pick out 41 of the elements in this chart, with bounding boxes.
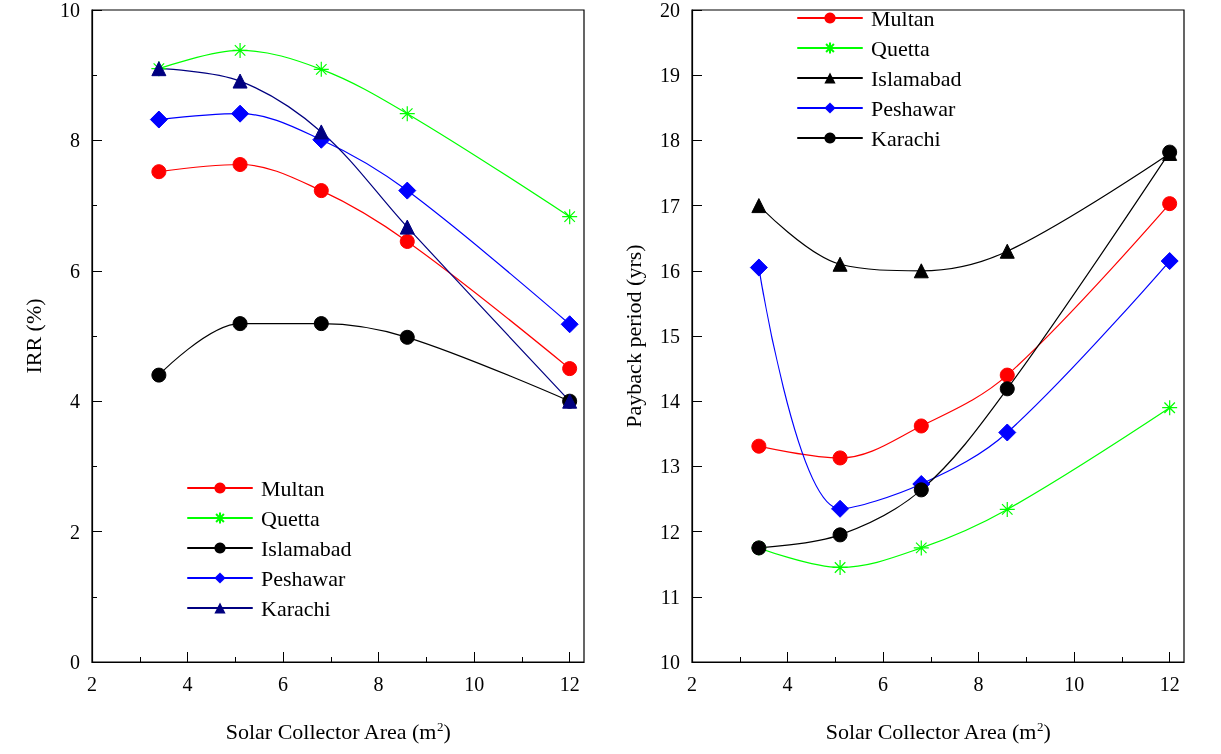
y-tick-label: 18 xyxy=(660,129,680,152)
legend-label: Islamabad xyxy=(261,535,352,561)
x-tick-label: 2 xyxy=(687,673,697,695)
y-axis-title: Payback period (yrs) xyxy=(620,244,646,428)
y-tick-label: 19 xyxy=(660,64,680,87)
x-tick-label: 6 xyxy=(278,673,289,695)
legend-label: Multan xyxy=(261,475,325,501)
y-tick-label: 20 xyxy=(660,0,680,21)
x-tick-label: 4 xyxy=(182,673,193,695)
y-tick-label: 4 xyxy=(70,390,80,413)
y-tick-label: 10 xyxy=(60,0,80,21)
x-tick-label: 8 xyxy=(373,673,384,695)
y-tick-label: 13 xyxy=(660,455,680,478)
x-tick-label: 8 xyxy=(973,673,984,695)
x-tick-label: 6 xyxy=(878,673,889,695)
x-tick-label: 2 xyxy=(87,673,97,695)
legend-label: Islamabad xyxy=(871,65,962,91)
x-tick-label: 4 xyxy=(782,673,793,695)
legend-label: Peshawar xyxy=(261,565,346,591)
y-tick-label: 16 xyxy=(660,259,680,282)
y-tick-label: 15 xyxy=(660,325,680,347)
y-tick-label: 8 xyxy=(70,129,80,152)
y-tick-label: 0 xyxy=(70,651,80,673)
y-tick-label: 11 xyxy=(660,585,680,608)
y-axis-title: IRR (%) xyxy=(20,298,46,374)
legend-label: Multan xyxy=(871,5,935,31)
y-tick-label: 14 xyxy=(660,390,680,413)
legend-label: Peshawar xyxy=(871,95,956,121)
y-tick-label: 12 xyxy=(660,520,680,543)
x-tick-label: 12 xyxy=(1159,673,1180,695)
legend-label: Quetta xyxy=(871,35,930,61)
legend-label: Quetta xyxy=(261,505,320,531)
legend-label: Karachi xyxy=(261,595,331,621)
y-tick-label: 10 xyxy=(660,651,680,673)
x-tick-label: 12 xyxy=(559,673,580,695)
x-tick-label: 10 xyxy=(464,673,485,695)
y-tick-label: 2 xyxy=(70,520,80,543)
legend-label: Karachi xyxy=(871,125,941,151)
y-tick-label: 6 xyxy=(70,259,80,282)
x-tick-label: 10 xyxy=(1064,673,1085,695)
y-tick-label: 17 xyxy=(660,194,680,217)
